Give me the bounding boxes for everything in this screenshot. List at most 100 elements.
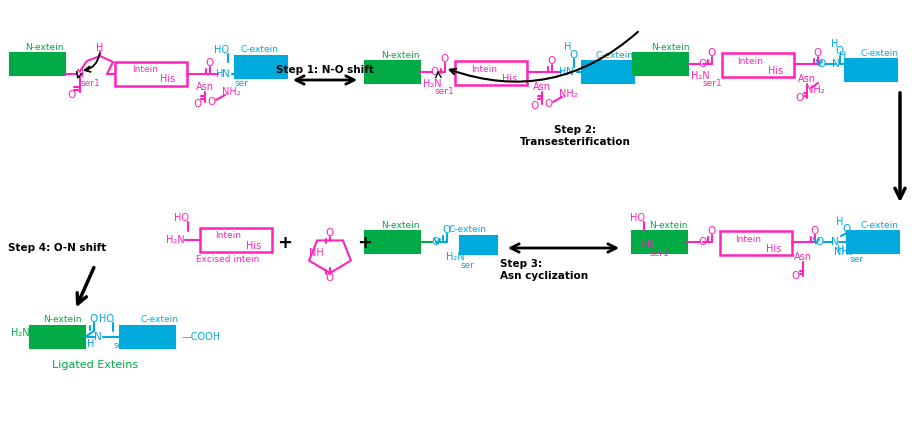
Bar bbox=[115, 62, 187, 86]
Bar bbox=[460, 236, 496, 254]
Text: H₂N: H₂N bbox=[635, 240, 653, 250]
Bar bbox=[631, 231, 686, 253]
Text: HO: HO bbox=[630, 213, 645, 223]
Text: H: H bbox=[96, 43, 104, 53]
Text: H₂N: H₂N bbox=[165, 235, 184, 245]
Text: O: O bbox=[569, 50, 577, 60]
Text: O: O bbox=[791, 271, 800, 281]
Text: O: O bbox=[325, 228, 334, 238]
Text: Asn: Asn bbox=[532, 82, 550, 92]
Text: NH₂: NH₂ bbox=[221, 87, 240, 97]
Text: Transesterification: Transesterification bbox=[519, 137, 630, 147]
Text: O: O bbox=[842, 224, 850, 234]
Text: Intein: Intein bbox=[215, 232, 241, 240]
Text: O: O bbox=[698, 59, 707, 69]
Bar bbox=[582, 61, 633, 83]
Text: Step 3:: Step 3: bbox=[499, 259, 541, 269]
Text: NH₂: NH₂ bbox=[805, 85, 823, 95]
Text: His: His bbox=[246, 241, 261, 251]
Text: O: O bbox=[430, 67, 438, 77]
Text: H: H bbox=[836, 245, 844, 255]
Text: ser1: ser1 bbox=[701, 80, 721, 88]
Text: Excised intein: Excised intein bbox=[196, 255, 259, 265]
Text: H₂N: H₂N bbox=[422, 79, 441, 89]
Text: NH₂: NH₂ bbox=[833, 247, 851, 257]
Text: O: O bbox=[68, 90, 76, 100]
Text: ser1: ser1 bbox=[80, 80, 100, 88]
Text: H: H bbox=[831, 39, 838, 49]
Text: His: His bbox=[766, 244, 781, 254]
Text: O: O bbox=[835, 46, 844, 56]
Text: O: O bbox=[206, 58, 214, 68]
Text: ser: ser bbox=[234, 78, 249, 87]
Text: HO: HO bbox=[99, 314, 114, 324]
Text: ser: ser bbox=[460, 261, 474, 269]
Text: C-extein: C-extein bbox=[596, 51, 633, 59]
Bar bbox=[199, 228, 272, 252]
Text: O: O bbox=[440, 54, 448, 64]
Text: O: O bbox=[707, 226, 715, 236]
Text: O: O bbox=[548, 56, 555, 66]
Text: H: H bbox=[563, 42, 571, 52]
Bar bbox=[721, 53, 793, 77]
Text: ser1: ser1 bbox=[649, 249, 668, 258]
Text: H: H bbox=[835, 217, 843, 227]
Text: Intein: Intein bbox=[471, 65, 496, 74]
Text: O: O bbox=[810, 226, 818, 236]
Text: N-extein: N-extein bbox=[650, 42, 688, 52]
Bar bbox=[234, 56, 287, 78]
Bar bbox=[846, 231, 898, 253]
Text: ser: ser bbox=[114, 340, 128, 349]
Text: Step 2:: Step 2: bbox=[553, 125, 596, 135]
Text: O: O bbox=[707, 48, 715, 58]
Text: O: O bbox=[544, 99, 552, 109]
Text: H₂N: H₂N bbox=[445, 252, 464, 262]
Text: —COOH: —COOH bbox=[182, 332, 221, 342]
Text: N-extein: N-extein bbox=[42, 316, 81, 324]
Text: N-extein: N-extein bbox=[380, 51, 419, 59]
Text: Asn cyclization: Asn cyclization bbox=[499, 271, 587, 281]
Bar bbox=[720, 231, 791, 255]
Text: N: N bbox=[94, 332, 102, 342]
Text: O: O bbox=[194, 99, 202, 109]
Text: C-extein: C-extein bbox=[241, 45, 278, 55]
Bar bbox=[10, 53, 65, 75]
Bar bbox=[30, 326, 85, 348]
Text: ser: ser bbox=[584, 78, 598, 87]
Text: Step 4: O-N shift: Step 4: O-N shift bbox=[8, 243, 106, 253]
Text: Intein: Intein bbox=[131, 65, 158, 74]
Text: +: + bbox=[357, 234, 372, 252]
Text: N-extein: N-extein bbox=[380, 220, 419, 229]
Text: HO: HO bbox=[175, 213, 189, 223]
Text: ser1: ser1 bbox=[434, 87, 453, 97]
Text: His: His bbox=[502, 74, 517, 84]
Text: His: His bbox=[160, 74, 176, 84]
Text: Asn: Asn bbox=[797, 74, 815, 84]
Text: N: N bbox=[75, 69, 85, 79]
Text: Step 1: N-O shift: Step 1: N-O shift bbox=[276, 65, 373, 75]
Bar bbox=[844, 59, 896, 81]
Text: O: O bbox=[208, 97, 216, 107]
Text: O: O bbox=[815, 237, 823, 247]
Text: O: O bbox=[530, 101, 539, 111]
Text: His: His bbox=[767, 66, 783, 76]
Text: C-extein: C-extein bbox=[860, 220, 898, 229]
Text: O: O bbox=[442, 225, 450, 235]
Bar bbox=[365, 231, 420, 253]
Bar bbox=[632, 53, 687, 75]
Text: HO: HO bbox=[214, 45, 229, 55]
Text: H₂N: H₂N bbox=[11, 328, 29, 338]
Text: N: N bbox=[221, 69, 230, 79]
Text: N: N bbox=[565, 67, 573, 77]
Text: ser: ser bbox=[847, 71, 861, 80]
Bar bbox=[365, 61, 420, 83]
Text: N-extein: N-extein bbox=[648, 220, 686, 229]
Text: Asn: Asn bbox=[793, 252, 811, 262]
Text: O: O bbox=[325, 273, 334, 283]
Text: O: O bbox=[795, 93, 803, 103]
Text: +: + bbox=[278, 234, 292, 252]
Text: C-extein: C-extein bbox=[860, 48, 898, 58]
Text: Intein: Intein bbox=[736, 56, 762, 65]
Text: O: O bbox=[431, 237, 439, 247]
Text: H: H bbox=[87, 339, 95, 349]
